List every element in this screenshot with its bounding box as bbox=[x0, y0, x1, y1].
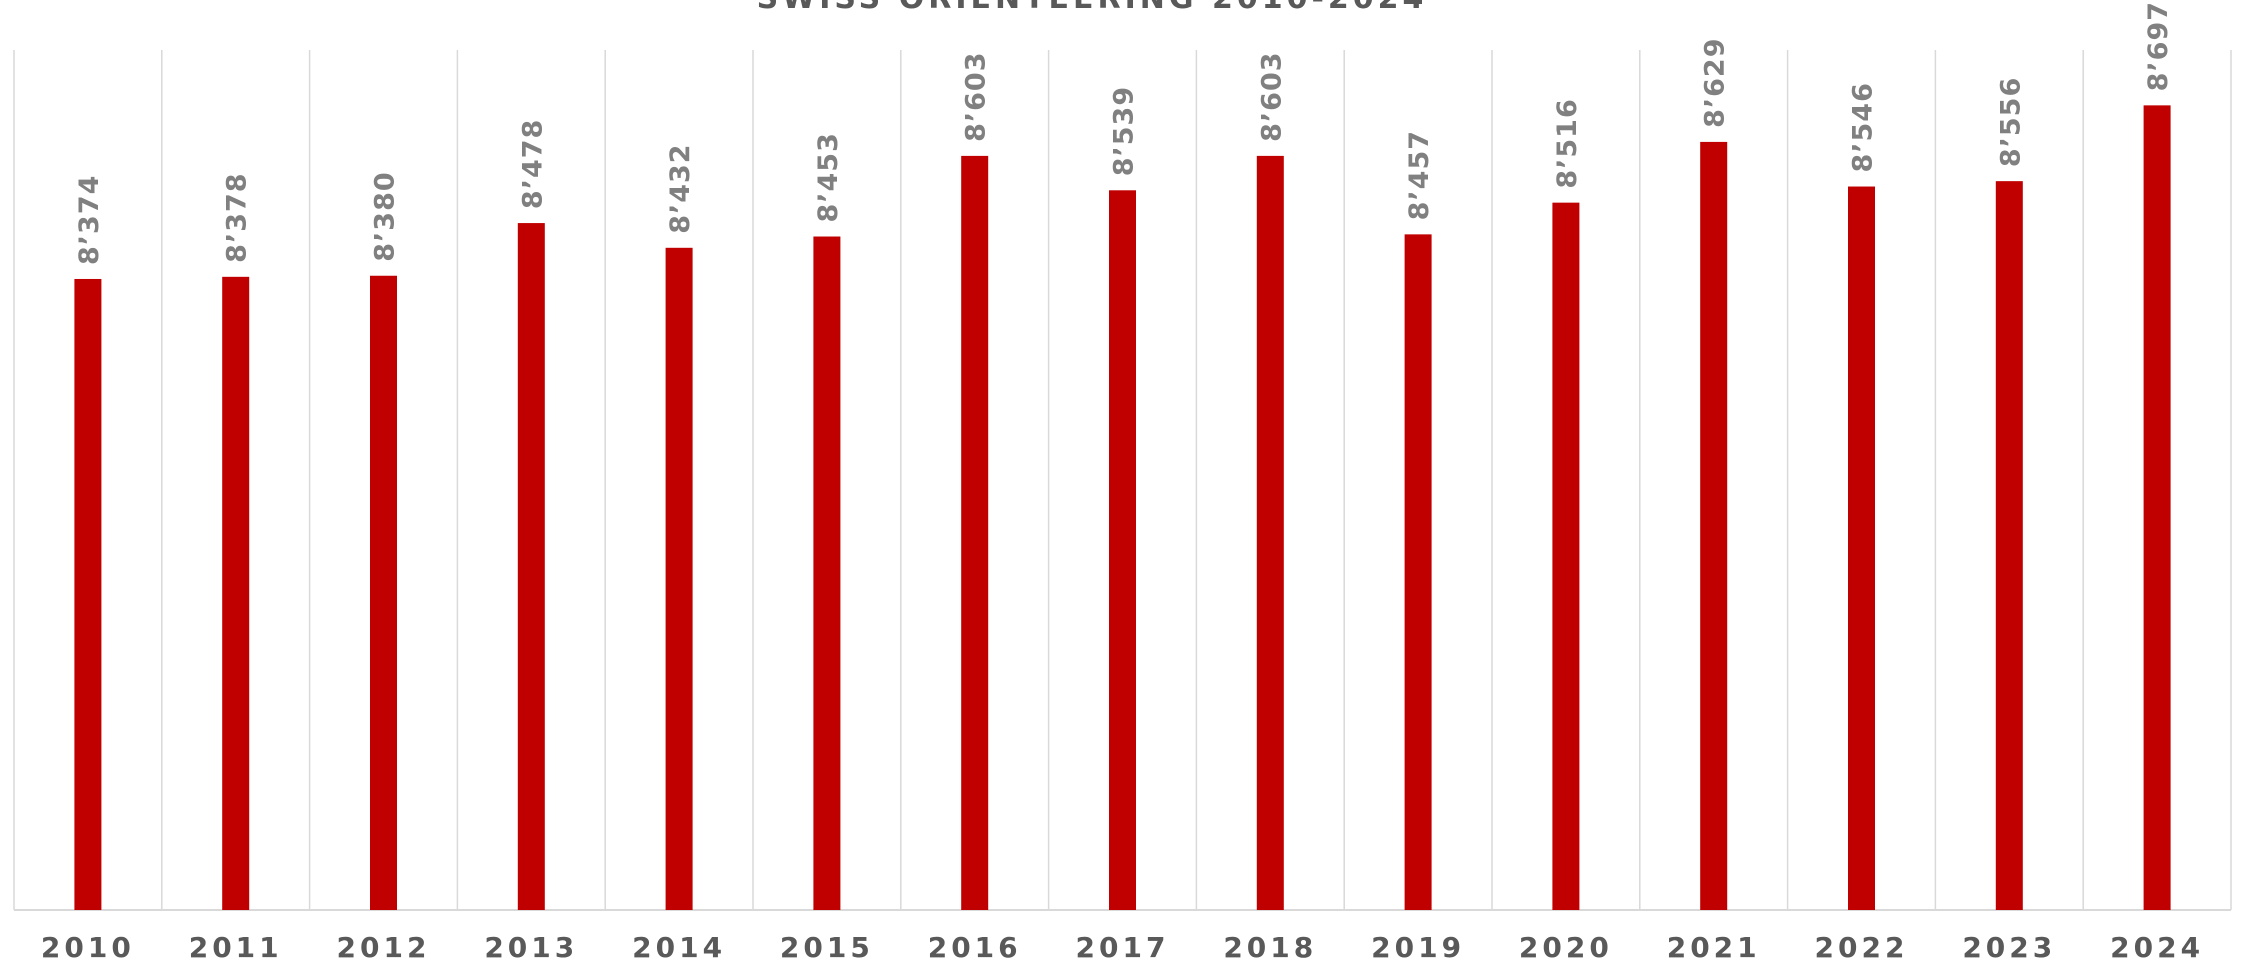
bar bbox=[961, 155, 989, 910]
grid-lines bbox=[13, 50, 2232, 910]
bar bbox=[517, 223, 545, 910]
value-label: 8’603 bbox=[961, 51, 992, 141]
bar bbox=[2143, 105, 2171, 911]
bars-group bbox=[74, 105, 2171, 911]
category-label: 2019 bbox=[1371, 931, 1465, 963]
value-label: 8’697 bbox=[2143, 1, 2174, 91]
bar bbox=[1109, 190, 1136, 911]
category-label: 2017 bbox=[1076, 931, 1170, 963]
bar bbox=[1995, 181, 2023, 910]
bar bbox=[74, 278, 102, 911]
category-label: 2021 bbox=[1667, 931, 1761, 963]
bar bbox=[1848, 186, 1875, 910]
value-label: 8’453 bbox=[813, 132, 844, 222]
value-label: 8’546 bbox=[1848, 82, 1879, 172]
bar bbox=[1552, 202, 1580, 910]
value-label: 8’516 bbox=[1552, 98, 1583, 188]
category-label: 2014 bbox=[632, 931, 726, 963]
bar bbox=[665, 247, 693, 911]
value-label: 8’629 bbox=[1700, 38, 1731, 128]
value-label: 8’380 bbox=[370, 171, 401, 261]
category-label: 2012 bbox=[337, 931, 431, 963]
category-label: 2011 bbox=[189, 931, 283, 963]
bar bbox=[222, 276, 250, 910]
value-label: 8’539 bbox=[1109, 86, 1140, 176]
value-label: 8’457 bbox=[1404, 130, 1435, 220]
value-label: 8’556 bbox=[1995, 77, 2026, 167]
category-label: 2015 bbox=[780, 931, 874, 963]
category-label: 2022 bbox=[1815, 931, 1909, 963]
bar bbox=[1700, 141, 1728, 911]
category-label: 2024 bbox=[2110, 931, 2204, 963]
value-label: 8’374 bbox=[74, 175, 105, 265]
category-label: 2010 bbox=[41, 931, 135, 963]
value-label: 8’603 bbox=[1256, 51, 1287, 141]
bar bbox=[813, 236, 841, 910]
value-label: 8’478 bbox=[517, 119, 548, 209]
value-label: 8’432 bbox=[665, 143, 696, 233]
category-label: 2016 bbox=[928, 931, 1022, 963]
bar bbox=[1404, 234, 1432, 911]
chart-title: SWISS ORIENTEERING 2010-2024 bbox=[757, 0, 1428, 16]
value-labels-group: 8’374 8’378 8’380 8’478 8’432 8’453 8’603 8’539… bbox=[74, 1, 2174, 265]
bar bbox=[370, 275, 397, 910]
category-labels-group: 2010 2011 2012 2013 2014 2015 2016 2017 2018 2019… bbox=[41, 931, 2204, 963]
category-label: 2013 bbox=[484, 931, 578, 963]
value-label: 8’378 bbox=[222, 172, 253, 262]
category-label: 2023 bbox=[1962, 931, 2056, 963]
bar bbox=[1256, 155, 1284, 910]
category-label: 2020 bbox=[1519, 931, 1613, 963]
category-label: 2018 bbox=[1223, 931, 1317, 963]
